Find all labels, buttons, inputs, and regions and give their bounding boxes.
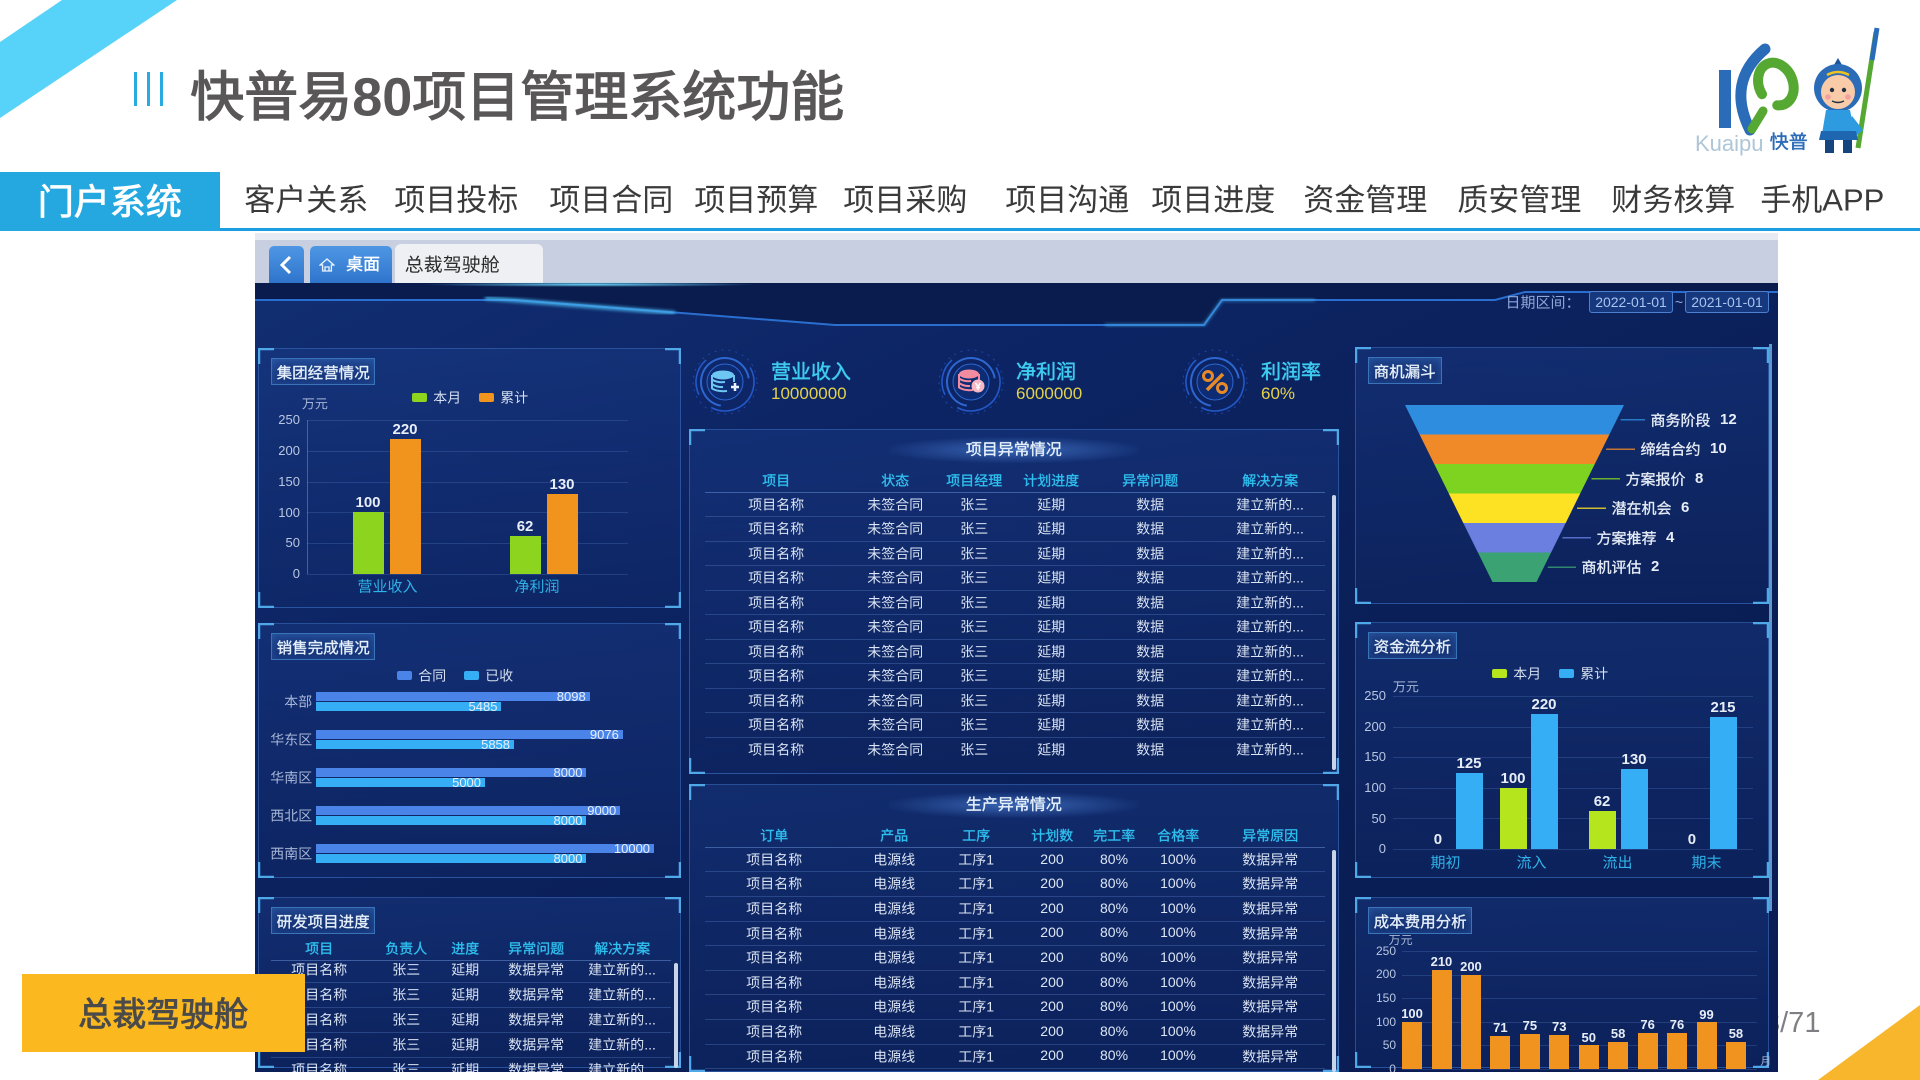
- svg-text:Kuaipu: Kuaipu: [1695, 131, 1764, 156]
- svg-text:80: 80: [352, 68, 412, 128]
- svg-text:APP: APP: [1822, 183, 1884, 218]
